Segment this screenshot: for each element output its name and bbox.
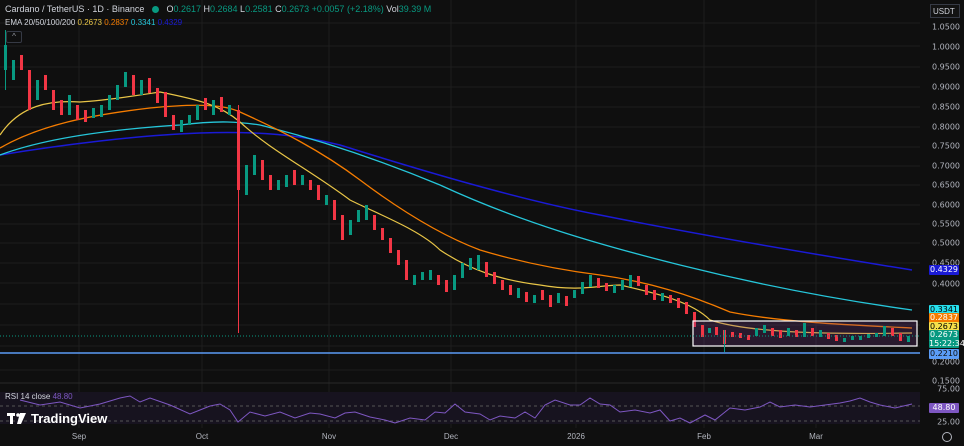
tradingview-logo[interactable]: TradingView — [7, 411, 107, 426]
tradingview-wordmark: TradingView — [31, 411, 108, 426]
last-price-badge: 0.2673 15:22:34 — [929, 330, 964, 348]
rsi-label: RSI 14 close — [5, 392, 51, 401]
ema200-value: 0.4329 — [157, 18, 183, 27]
time-label-feb: Feb — [697, 432, 711, 441]
low-value: 0.2581 — [245, 4, 273, 14]
time-label-nov: Nov — [321, 432, 337, 441]
ema200-line — [0, 131, 913, 271]
price-chart[interactable] — [0, 0, 920, 446]
ema-legend[interactable]: EMA 20/50/100/200 0.2673 0.2837 0.3341 0… — [5, 18, 182, 27]
time-label-oct: Oct — [195, 432, 209, 441]
time-label-mar: Mar — [809, 432, 823, 441]
time-label-2026: 2026 — [567, 432, 585, 441]
ema100-value: 0.3341 — [130, 18, 156, 27]
open-value: 0.2617 — [173, 4, 201, 14]
rsi-value-badge: 48.80 — [929, 403, 959, 413]
box-candles — [701, 323, 910, 352]
rsi-value: 48.80 — [52, 392, 73, 401]
change-value: +0.0057 (+2.18%) — [311, 4, 384, 14]
ema-label: EMA 20/50/100/200 — [5, 18, 76, 27]
ema50-line — [0, 104, 913, 329]
volume-value: 39.39 M — [398, 4, 432, 14]
ema20-price-badge: 0.2673 — [929, 322, 959, 332]
rsi-legend[interactable]: RSI 14 close 48.80 — [5, 392, 73, 401]
bar-countdown: 15:22:34 — [929, 339, 964, 348]
tradingview-icon — [7, 412, 26, 424]
rsi-line — [19, 395, 913, 424]
chart-area[interactable]: Cardano / TetherUS · 1D · Binance O0.261… — [0, 0, 920, 446]
currency-selector[interactable]: USDT — [930, 4, 960, 18]
symbol-title[interactable]: Cardano / TetherUS · 1D · Binance — [5, 4, 145, 14]
collapse-legend-button[interactable]: ^ — [6, 31, 22, 43]
ema20-value: 0.2673 — [77, 18, 102, 27]
ema200-price-badge: 0.4329 — [929, 265, 959, 275]
ema20-line — [0, 91, 913, 335]
time-label-sep: Sep — [71, 432, 87, 441]
ohlc-legend: Cardano / TetherUS · 1D · Binance O0.261… — [5, 4, 432, 14]
ema50-value: 0.2837 — [104, 18, 129, 27]
grid — [0, 0, 920, 428]
market-status-icon — [151, 6, 159, 14]
ema50-price-badge: 0.2837 — [929, 313, 959, 323]
candles — [4, 30, 696, 333]
support-price-badge: 0.2210 — [929, 349, 959, 359]
ema100-line — [0, 121, 913, 311]
settings-gear-icon[interactable] — [942, 432, 952, 442]
last-price-value: 0.2673 — [930, 330, 958, 339]
high-value: 0.2684 — [210, 4, 238, 14]
ema100-price-badge: 0.3341 — [929, 305, 959, 315]
time-label-dec: Dec — [443, 432, 459, 441]
price-axis[interactable]: 1.0500 1.0000 0.9500 0.9000 0.8500 0.800… — [932, 22, 960, 427]
close-value: 0.2673 — [281, 4, 310, 14]
